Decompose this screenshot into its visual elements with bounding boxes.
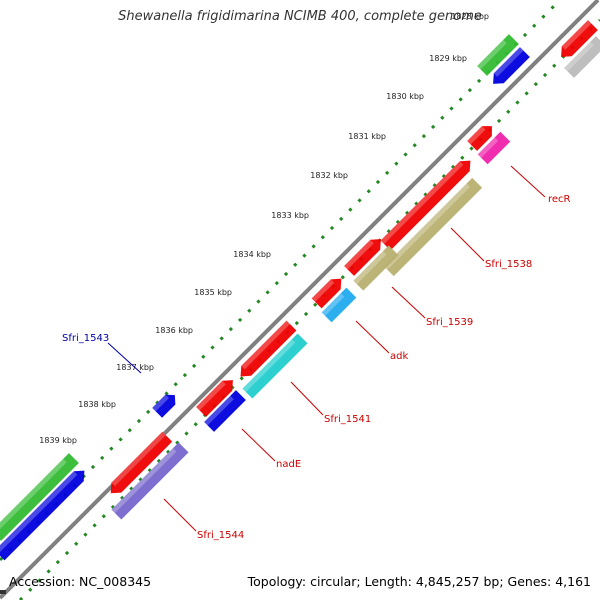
tick-label: 1834 kbp bbox=[233, 250, 271, 259]
tick-label: 1838 kbp bbox=[78, 400, 116, 409]
gene-red-nadE bbox=[196, 380, 233, 417]
inner-scale-dots bbox=[18, 18, 600, 600]
gene-label-sfri_1541: Sfri_1541 bbox=[324, 414, 371, 425]
gene-blue-nadE bbox=[204, 390, 246, 432]
gene-olive-sfri1539 bbox=[353, 245, 399, 291]
tick-label: 1831 kbp bbox=[348, 132, 386, 141]
gene-label-sfri_1544: Sfri_1544 bbox=[197, 530, 244, 541]
tick-label: 1832 kbp bbox=[310, 171, 348, 180]
gene-label-leader bbox=[355, 320, 390, 354]
gene-red-sfri1544 bbox=[110, 431, 173, 494]
tick-label: 1828 kbp bbox=[451, 12, 489, 21]
gene-label-leader bbox=[163, 498, 197, 532]
tick-label: 1829 kbp bbox=[429, 54, 467, 63]
gene-label-sfri_1539: Sfri_1539 bbox=[426, 317, 473, 328]
gene-green-left bbox=[0, 453, 79, 541]
gene-skyblue-adk bbox=[321, 287, 357, 323]
gene-red-sfri1539 bbox=[344, 239, 381, 276]
outer-scale-dots bbox=[0, 0, 562, 562]
gene-magenta-recR bbox=[477, 131, 511, 165]
accession-text: Accession: NC_008345 bbox=[9, 574, 152, 589]
gene-label-adk: adk bbox=[390, 351, 408, 362]
gene-label-leader bbox=[290, 381, 324, 416]
gene-grey-top bbox=[564, 36, 600, 78]
gene-red-adk bbox=[311, 278, 342, 309]
gene-label-nade: nadE bbox=[276, 459, 301, 470]
gene-label-leader bbox=[450, 227, 485, 262]
tick-label: 1833 kbp bbox=[271, 211, 309, 220]
gene-red-sfri1538 bbox=[380, 160, 471, 251]
gene-label-sfri_1538: Sfri_1538 bbox=[485, 259, 532, 270]
genome-summary-text: Topology: circular; Length: 4,845,257 bp… bbox=[247, 574, 591, 589]
gene-label-sfri_1543: Sfri_1543 bbox=[62, 333, 109, 344]
gene-purple-sfri1544 bbox=[111, 442, 189, 520]
gene-label-leader bbox=[241, 428, 276, 462]
gene-label-leader bbox=[391, 286, 426, 319]
gene-olive-sfri1538 bbox=[383, 177, 483, 277]
gene-label-leader bbox=[510, 165, 546, 198]
track-edge-mark bbox=[0, 590, 6, 594]
gene-blue-sfri1543 bbox=[152, 394, 176, 418]
tick-label: 1836 kbp bbox=[155, 326, 193, 335]
tick-label: 1839 kbp bbox=[39, 436, 77, 445]
gene-label-leader bbox=[107, 342, 142, 374]
gene-cyan-sfri1541 bbox=[242, 333, 308, 399]
gene-blue-top bbox=[493, 47, 530, 84]
gene-label-recr: recR bbox=[548, 194, 571, 205]
gene-red-recR-upper bbox=[467, 126, 492, 151]
tick-label: 1830 kbp bbox=[386, 92, 424, 101]
gene-green-top bbox=[477, 34, 519, 76]
gene-red-sfri1541 bbox=[240, 320, 297, 377]
gene-blue-left bbox=[0, 470, 85, 561]
gene-red-top bbox=[561, 20, 598, 57]
map-title: Shewanella frigidimarina NCIMB 400, comp… bbox=[118, 9, 482, 24]
tick-label: 1835 kbp bbox=[194, 288, 232, 297]
